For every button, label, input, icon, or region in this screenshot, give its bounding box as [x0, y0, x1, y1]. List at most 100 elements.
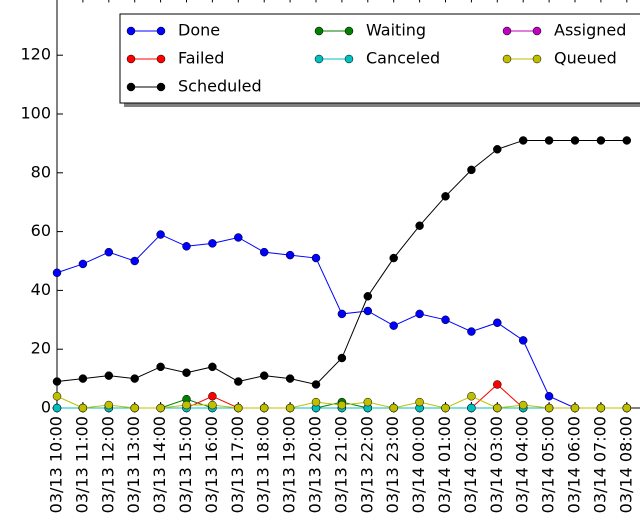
legend-marker — [344, 54, 354, 64]
data-point — [285, 403, 295, 413]
legend-box — [119, 13, 640, 104]
legend-marker — [126, 26, 136, 36]
x-tick-label: 03/14 08:00 — [616, 416, 635, 513]
x-tick-label: 03/13 22:00 — [357, 416, 376, 513]
data-point — [52, 403, 62, 413]
y-tick-label: 20 — [31, 339, 51, 358]
data-point — [311, 397, 321, 407]
x-tick-label: 03/13 18:00 — [254, 416, 273, 513]
x-tick-label: 03/13 15:00 — [176, 416, 195, 513]
data-point — [493, 380, 502, 389]
data-point — [622, 136, 632, 145]
data-point — [311, 253, 321, 263]
data-point — [259, 247, 269, 257]
data-point — [104, 371, 114, 380]
x-tick-label: 03/13 12:00 — [98, 416, 117, 513]
data-point — [570, 403, 580, 413]
data-point — [182, 400, 191, 410]
data-point — [389, 253, 398, 263]
x-tick-label: 03/13 21:00 — [331, 416, 350, 513]
data-point — [363, 292, 373, 301]
legend-marker — [502, 54, 512, 64]
data-point — [337, 353, 347, 363]
data-point — [52, 391, 62, 401]
x-tick-label: 03/13 23:00 — [383, 416, 402, 513]
legend-marker — [156, 54, 166, 64]
x-tick-label: 03/13 10:00 — [47, 416, 66, 513]
data-point — [52, 268, 62, 278]
legend-label: Queued — [554, 49, 617, 68]
x-tick-label: 03/14 00:00 — [409, 416, 428, 513]
data-point — [156, 362, 165, 372]
x-tick-label: 03/14 06:00 — [565, 416, 584, 513]
data-point — [52, 377, 62, 386]
data-point — [518, 136, 528, 145]
x-tick-label: 03/13 20:00 — [306, 416, 325, 513]
data-point — [467, 165, 476, 175]
data-point — [285, 374, 295, 383]
data-point — [311, 380, 321, 389]
y-tick-label: 100 — [20, 104, 51, 123]
data-point — [234, 403, 243, 413]
y-tick-label: 40 — [31, 280, 51, 299]
data-point — [78, 403, 88, 413]
data-point — [544, 403, 554, 413]
x-tick-label: 03/13 11:00 — [72, 416, 91, 513]
data-point — [156, 403, 165, 413]
data-point — [389, 403, 398, 413]
data-point — [596, 403, 606, 413]
data-point — [337, 400, 347, 410]
data-point — [415, 397, 424, 407]
data-point — [441, 403, 450, 413]
x-tick-label: 03/14 07:00 — [590, 416, 609, 513]
x-tick-label: 03/13 17:00 — [228, 416, 247, 513]
data-point — [389, 321, 398, 330]
data-point — [441, 192, 450, 201]
data-point — [467, 391, 476, 401]
data-point — [104, 400, 114, 410]
data-point — [570, 136, 580, 145]
data-point — [208, 400, 217, 410]
data-point — [544, 391, 554, 401]
data-point — [234, 233, 243, 242]
x-tick-label: 03/14 02:00 — [461, 416, 480, 513]
data-point — [130, 374, 139, 383]
y-tick-label: 0 — [41, 398, 51, 417]
data-point — [182, 368, 191, 377]
legend-marker — [314, 54, 324, 64]
data-point — [622, 403, 632, 413]
data-point — [259, 371, 269, 380]
legend-label: Done — [178, 21, 220, 40]
series-line — [56, 139, 627, 386]
data-point — [208, 239, 217, 248]
x-tick-label: 03/13 14:00 — [150, 416, 169, 513]
x-tick-label: 03/14 03:00 — [487, 416, 506, 513]
data-point — [493, 318, 502, 327]
legend: Done Waiting Assigned Failed Canceled Queued S… — [119, 13, 640, 107]
legend-marker — [532, 54, 542, 64]
x-tick-label: 03/13 19:00 — [280, 416, 299, 513]
data-point — [208, 362, 217, 372]
data-point — [493, 403, 502, 413]
legend-marker — [156, 82, 166, 92]
data-point — [130, 403, 139, 413]
data-point — [415, 309, 424, 319]
data-point — [518, 400, 528, 410]
data-point — [208, 391, 217, 401]
y-tick-label: 60 — [31, 221, 51, 240]
data-point — [234, 377, 243, 386]
legend-marker — [156, 26, 166, 36]
data-point — [596, 136, 606, 145]
legend-marker — [502, 26, 512, 36]
series-line — [56, 233, 627, 409]
y-tick-label: 120 — [20, 45, 51, 64]
data-point — [518, 336, 528, 345]
x-tick-label: 03/14 01:00 — [435, 416, 454, 513]
data-point — [78, 374, 88, 383]
data-point — [156, 230, 165, 239]
data-point — [441, 315, 450, 325]
data-point — [493, 145, 502, 154]
legend-label: Assigned — [554, 21, 626, 40]
legend-label: Waiting — [366, 21, 426, 40]
data-point — [78, 259, 88, 269]
